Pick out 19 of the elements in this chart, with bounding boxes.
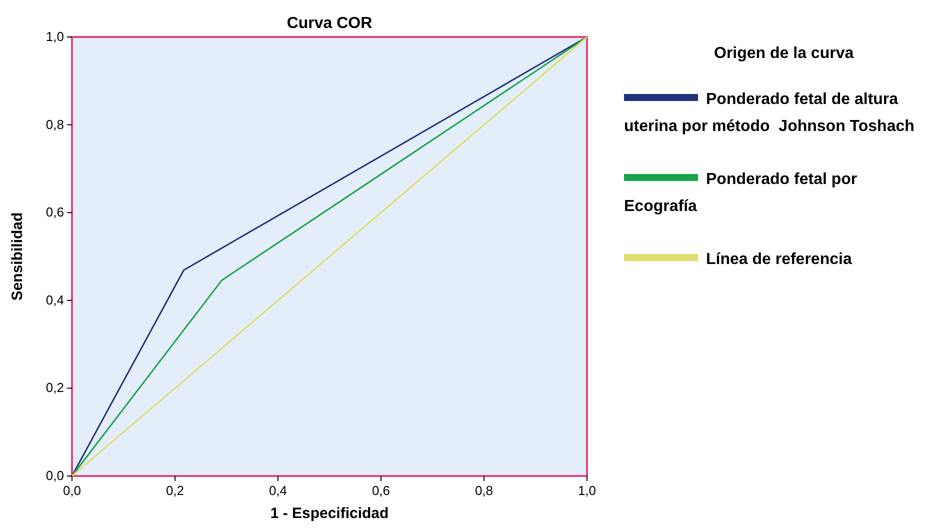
- chart-title: Curva COR: [286, 15, 373, 32]
- x-tick-label: 0,6: [372, 483, 390, 498]
- legend-title: Origen de la curva: [714, 45, 854, 62]
- x-tick-label: 0,0: [62, 483, 82, 498]
- y-axis-title: Sensibilidad: [9, 212, 26, 301]
- x-tick-label: 0,2: [166, 483, 184, 498]
- y-tick-label: 0,6: [46, 204, 64, 220]
- x-axis-title: 1 - Especificidad: [270, 505, 389, 522]
- x-tick-label: 1,0: [578, 483, 596, 498]
- legend-label: Ponderado fetal por Ecografía: [624, 171, 858, 215]
- y-tick-label: 1,0: [46, 29, 64, 44]
- x-tick-label: 0,8: [474, 483, 494, 498]
- legend-label: Ponderado fetal de altura uterina por método Johnson Toshach: [624, 91, 914, 135]
- y-tick-label: 0,2: [46, 380, 64, 396]
- legend-label: Línea de referencia: [706, 251, 852, 268]
- y-tick-label: 0,0: [46, 468, 64, 483]
- x-tick-label: 0,4: [268, 483, 288, 498]
- y-tick-label: 0,8: [46, 116, 64, 132]
- y-tick-label: 0,4: [46, 292, 64, 308]
